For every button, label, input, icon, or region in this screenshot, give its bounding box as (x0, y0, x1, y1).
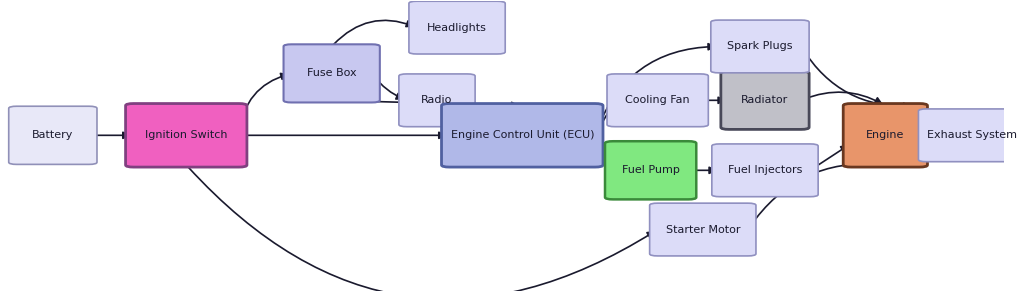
Text: Radiator: Radiator (741, 95, 788, 105)
FancyBboxPatch shape (9, 106, 97, 164)
FancyBboxPatch shape (399, 74, 475, 127)
Text: Battery: Battery (32, 130, 74, 140)
Text: Headlights: Headlights (427, 23, 487, 33)
FancyBboxPatch shape (721, 71, 809, 129)
Text: Engine: Engine (866, 130, 904, 140)
Text: Cooling Fan: Cooling Fan (626, 95, 690, 105)
FancyBboxPatch shape (919, 109, 1024, 162)
FancyBboxPatch shape (441, 104, 603, 167)
FancyBboxPatch shape (126, 104, 247, 167)
FancyBboxPatch shape (712, 144, 818, 197)
Text: Engine Control Unit (ECU): Engine Control Unit (ECU) (451, 130, 594, 140)
Text: Spark Plugs: Spark Plugs (727, 41, 793, 52)
Text: Radio: Radio (421, 95, 453, 105)
Text: Fuel Pump: Fuel Pump (622, 165, 680, 175)
Text: Fuse Box: Fuse Box (307, 68, 356, 78)
FancyBboxPatch shape (649, 203, 756, 256)
FancyBboxPatch shape (409, 1, 505, 54)
Text: Ignition Switch: Ignition Switch (145, 130, 227, 140)
Text: Starter Motor: Starter Motor (666, 225, 740, 235)
FancyBboxPatch shape (607, 74, 709, 127)
FancyBboxPatch shape (605, 141, 696, 199)
FancyBboxPatch shape (711, 20, 809, 73)
FancyBboxPatch shape (284, 44, 380, 102)
FancyBboxPatch shape (843, 104, 928, 167)
Text: Exhaust System: Exhaust System (927, 130, 1017, 140)
Text: Fuel Injectors: Fuel Injectors (728, 165, 802, 175)
